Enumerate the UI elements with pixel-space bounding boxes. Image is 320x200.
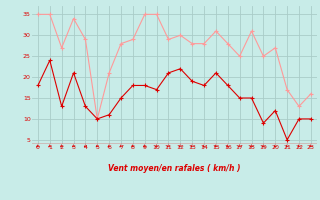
X-axis label: Vent moyen/en rafales ( km/h ): Vent moyen/en rafales ( km/h ) xyxy=(108,164,241,173)
